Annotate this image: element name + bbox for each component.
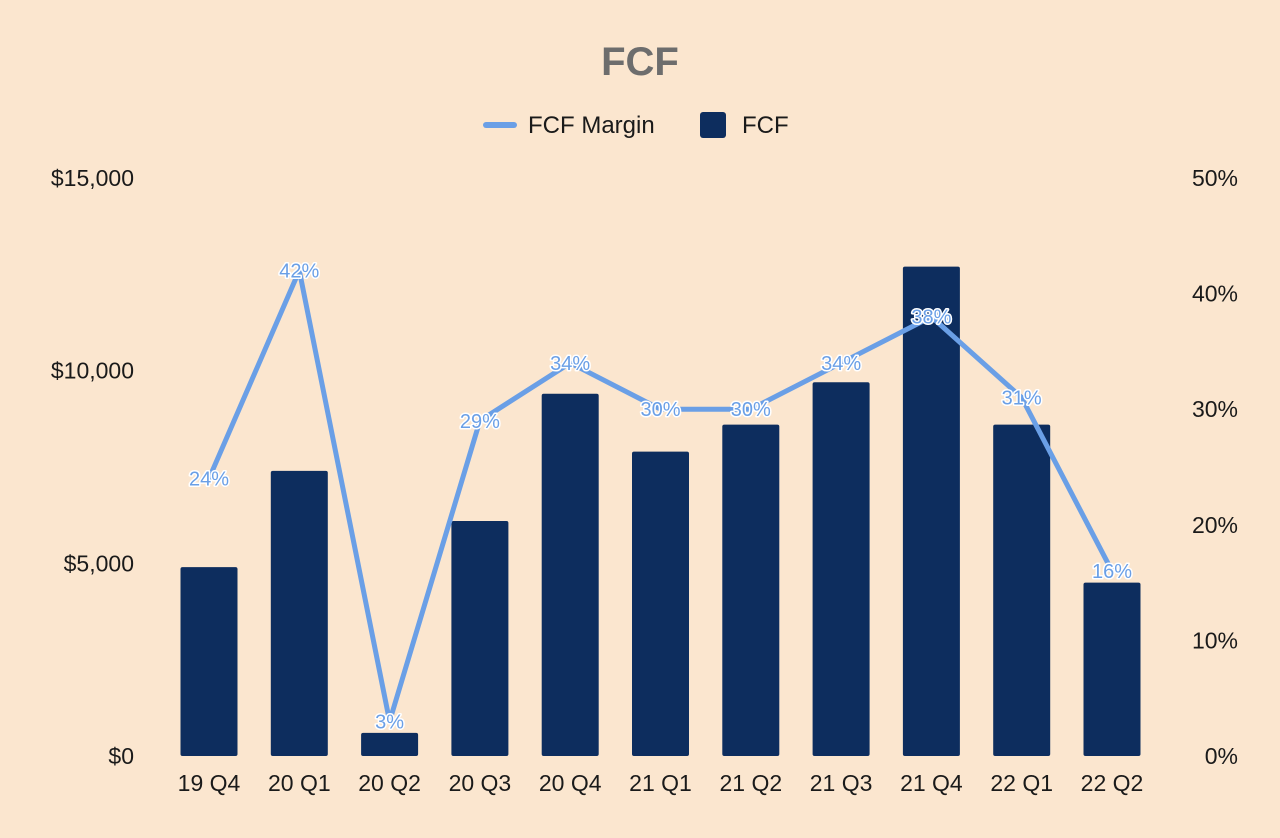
fcf-margin-point: [1109, 568, 1115, 574]
fcf-bar: [812, 382, 870, 756]
category-label: 19 Q4: [178, 770, 241, 796]
fcf-margin-point: [387, 718, 393, 724]
fcf-margin-labels: 24% 42% 3% 29% 34% 30% 30% 34% 38% 31% 16%: [187, 259, 1133, 735]
x-axis: 19 Q4 20 Q1 20 Q2 20 Q3 20 Q4 21 Q1 21 Q2 21 Q3…: [178, 770, 1144, 796]
category-label: 20 Q2: [358, 770, 421, 796]
category-label: 21 Q4: [900, 770, 963, 796]
fcf-margin-point: [748, 406, 754, 412]
fcf-bar: [451, 520, 509, 756]
right-tick-label: 20%: [1192, 512, 1238, 538]
fcf-margin-line: [206, 267, 1115, 724]
right-tick-label: 0%: [1205, 743, 1238, 769]
category-label: 20 Q1: [268, 770, 331, 796]
category-label: 20 Q3: [449, 770, 512, 796]
fcf-margin-point: [928, 314, 934, 320]
fcf-bar: [361, 732, 419, 756]
fcf-margin-point: [296, 267, 302, 273]
left-tick-label: $5,000: [64, 550, 134, 576]
legend-bar-swatch: [700, 112, 726, 138]
left-axis: $0 $5,000 $10,000 $15,000: [51, 165, 134, 769]
fcf-bar: [993, 424, 1051, 756]
category-label: 21 Q2: [719, 770, 782, 796]
fcf-margin-point: [1019, 395, 1025, 401]
fcf-bar: [902, 266, 960, 756]
fcf-margin-data-label: 38%: [911, 307, 951, 329]
left-tick-label: $0: [108, 743, 134, 769]
right-tick-label: 50%: [1192, 165, 1238, 191]
fcf-margin-data-label: 30%: [640, 399, 680, 421]
left-tick-label: $10,000: [51, 358, 134, 384]
legend: FCF Margin FCF: [483, 112, 789, 139]
fcf-margin-data-label: 31%: [1002, 388, 1042, 410]
legend-label-fcf-margin: FCF Margin: [528, 112, 655, 139]
category-label: 22 Q2: [1081, 770, 1144, 796]
fcf-bar: [270, 470, 328, 756]
fcf-bars: [180, 266, 1141, 756]
fcf-margin-data-label: 34%: [550, 353, 590, 375]
right-tick-label: 30%: [1192, 396, 1238, 422]
fcf-margin-point: [658, 406, 663, 412]
right-tick-label: 10%: [1192, 627, 1238, 653]
fcf-bar: [1083, 582, 1141, 756]
fcf-margin-data-label: 16%: [1092, 561, 1132, 583]
category-label: 22 Q1: [990, 770, 1053, 796]
fcf-margin-point: [477, 418, 483, 424]
fcf-margin-data-label: 30%: [731, 399, 771, 421]
fcf-margin-data-label: 29%: [460, 411, 500, 433]
fcf-margin-point: [567, 360, 573, 366]
fcf-bar: [722, 424, 780, 756]
fcf-margin-data-label: 24%: [189, 469, 229, 491]
right-tick-label: 40%: [1192, 281, 1238, 307]
category-label: 21 Q3: [810, 770, 873, 796]
category-label: 21 Q1: [629, 770, 692, 796]
fcf-margin-data-label: 3%: [375, 711, 404, 733]
fcf-bar: [541, 393, 599, 756]
left-tick-label: $15,000: [51, 165, 134, 191]
legend-label-fcf: FCF: [742, 112, 789, 139]
fcf-bar: [180, 567, 238, 756]
fcf-bar: [632, 451, 689, 756]
fcf-margin-data-label: 42%: [279, 260, 319, 282]
category-label: 20 Q4: [539, 770, 602, 796]
chart-title: FCF: [601, 40, 679, 84]
fcf-margin-data-label: 34%: [821, 353, 861, 375]
fcf-margin-point: [838, 360, 844, 366]
fcf-margin-point: [206, 476, 212, 482]
right-axis: 0% 10% 20% 30% 40% 50%: [1192, 165, 1238, 769]
